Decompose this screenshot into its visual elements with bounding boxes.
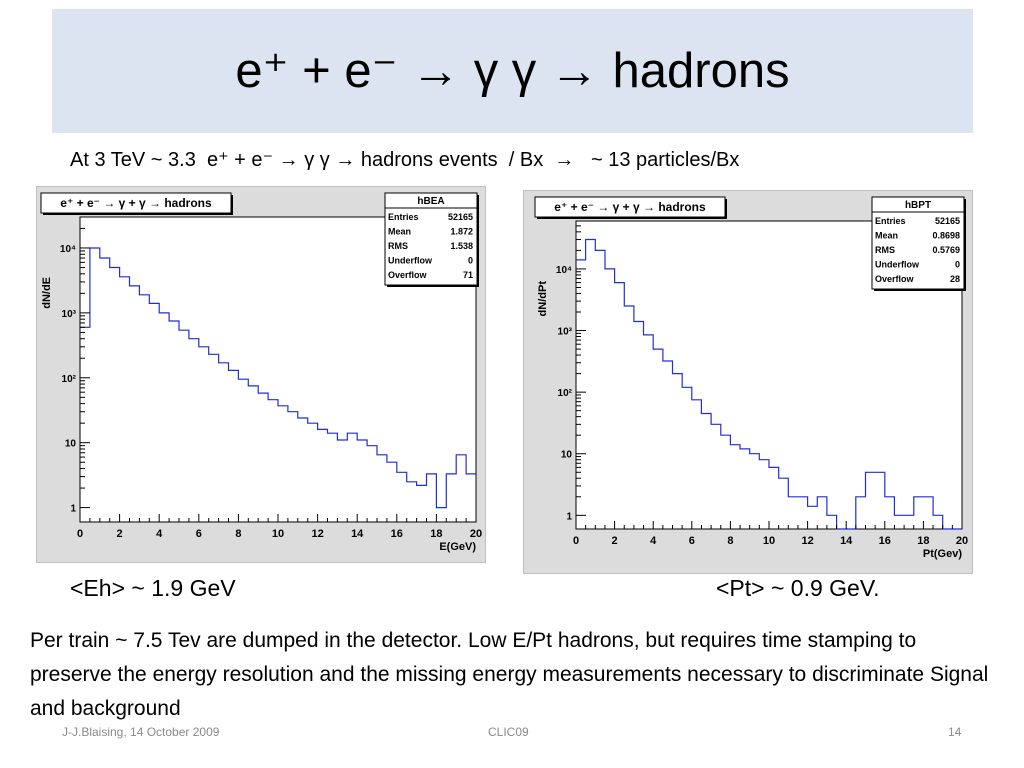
mean-energy-label: <Eh> ~ 1.9 GeV bbox=[70, 575, 236, 601]
y-tick-label: 1 bbox=[70, 504, 76, 515]
y-tick-label: 10 bbox=[561, 450, 573, 461]
x-axis-label: E(GeV) bbox=[439, 541, 476, 553]
pt-histogram: 0 2 4 6 8 10 12 14 16 18 20 1 10 10² 10³ 10⁴ Pt(Gev) dN/d… bbox=[534, 196, 968, 560]
y-tick-label: 10² bbox=[558, 388, 573, 399]
x-tick-label: 8 bbox=[727, 535, 733, 547]
y-tick-label: 10 bbox=[65, 439, 77, 450]
stats-key: Mean bbox=[875, 231, 898, 241]
y-tick-label: 1 bbox=[566, 511, 572, 522]
y-tick-label: 10³ bbox=[62, 309, 77, 320]
chart-title: e⁺ + e⁻ → γ + γ → hadrons bbox=[60, 196, 212, 210]
y-tick-label: 10⁴ bbox=[556, 265, 572, 276]
y-axis-label: dN/dE bbox=[41, 277, 53, 309]
x-tick-label: 0 bbox=[77, 528, 83, 540]
histogram-series-line bbox=[576, 238, 962, 530]
x-tick-label: 16 bbox=[879, 535, 891, 547]
stats-key: Overflow bbox=[875, 274, 915, 284]
x-tick-label: 18 bbox=[917, 535, 929, 547]
stats-key: RMS bbox=[388, 241, 408, 251]
x-tick-label: 2 bbox=[117, 528, 123, 540]
stats-name: hBEA bbox=[417, 196, 444, 207]
stats-key: Underflow bbox=[875, 260, 920, 270]
x-tick-label: 18 bbox=[430, 528, 442, 540]
stats-key: Mean bbox=[388, 227, 411, 237]
x-tick-label: 14 bbox=[840, 535, 853, 547]
x-tick-label: 6 bbox=[689, 535, 695, 547]
x-tick-label: 10 bbox=[763, 535, 775, 547]
y-tick-label: 10³ bbox=[558, 327, 573, 338]
stats-key: Underflow bbox=[388, 256, 433, 266]
x-tick-label: 6 bbox=[196, 528, 202, 540]
stats-name: hBPT bbox=[905, 200, 931, 211]
x-tick-label: 16 bbox=[391, 528, 403, 540]
footer-conference: CLIC09 bbox=[488, 725, 529, 739]
pt-histogram-panel: 0 2 4 6 8 10 12 14 16 18 20 1 10 10² 10³ 10⁴ Pt(Gev) dN/d… bbox=[523, 190, 973, 574]
mean-pt-label: <Pt> ~ 0.9 GeV. bbox=[716, 575, 880, 601]
x-tick-label: 4 bbox=[156, 528, 163, 540]
stats-value: 52165 bbox=[935, 216, 960, 226]
stats-value: 52165 bbox=[448, 212, 473, 222]
x-tick-label: 20 bbox=[956, 535, 968, 547]
stats-key: Overflow bbox=[388, 270, 428, 280]
y-axis-label: dN/dPt bbox=[537, 281, 549, 317]
stats-key: RMS bbox=[875, 245, 895, 255]
x-tick-label: 10 bbox=[272, 528, 284, 540]
x-tick-label: 4 bbox=[650, 535, 657, 547]
stats-key: Entries bbox=[875, 216, 906, 226]
stats-key: Entries bbox=[388, 212, 419, 222]
stats-value: 1.872 bbox=[450, 227, 473, 237]
y-tick-label: 10⁴ bbox=[60, 244, 76, 255]
x-tick-label: 0 bbox=[573, 535, 579, 547]
description-paragraph: Per train ~ 7.5 Tev are dumped in the de… bbox=[30, 629, 989, 720]
title-banner: e⁺ + e⁻ → γ γ → hadrons bbox=[52, 9, 973, 133]
y-tick-label: 10² bbox=[62, 374, 77, 385]
title-box bbox=[40, 192, 232, 214]
x-tick-label: 14 bbox=[351, 528, 364, 540]
footer-page-number: 14 bbox=[948, 725, 962, 739]
chart-title: e⁺ + e⁻ → γ + γ → hadrons bbox=[554, 200, 706, 214]
title-box bbox=[534, 196, 726, 218]
x-tick-label: 20 bbox=[470, 528, 482, 540]
stats-value: 71 bbox=[463, 270, 473, 280]
histogram-series-line bbox=[80, 247, 476, 509]
x-tick-label: 2 bbox=[612, 535, 618, 547]
stats-value: 28 bbox=[950, 274, 960, 284]
x-tick-label: 12 bbox=[311, 528, 323, 540]
energy-histogram: 0 2 4 6 8 10 12 14 16 18 20 1 10 10² 10³ 10⁴ E(GeV) dN/dE… bbox=[40, 192, 482, 553]
stats-value: 0 bbox=[468, 256, 473, 266]
slide-subtitle: At 3 TeV ~ 3.3 e⁺ + e⁻ → γ γ → hadrons e… bbox=[70, 149, 740, 171]
energy-histogram-panel: 0 2 4 6 8 10 12 14 16 18 20 1 10 10² 10³ 10⁴ E(GeV) dN/dE… bbox=[36, 186, 486, 563]
stats-value: 0.5769 bbox=[932, 245, 960, 255]
x-axis-label: Pt(Gev) bbox=[923, 548, 962, 560]
slide-title: e⁺ + e⁻ → γ γ → hadrons bbox=[235, 44, 790, 98]
x-tick-label: 12 bbox=[801, 535, 813, 547]
stats-value: 0.8698 bbox=[932, 231, 960, 241]
footer-author-date: J-J.Blaising, 14 October 2009 bbox=[62, 725, 220, 739]
stats-value: 1.538 bbox=[450, 241, 473, 251]
x-tick-label: 8 bbox=[235, 528, 241, 540]
stats-value: 0 bbox=[955, 260, 960, 270]
